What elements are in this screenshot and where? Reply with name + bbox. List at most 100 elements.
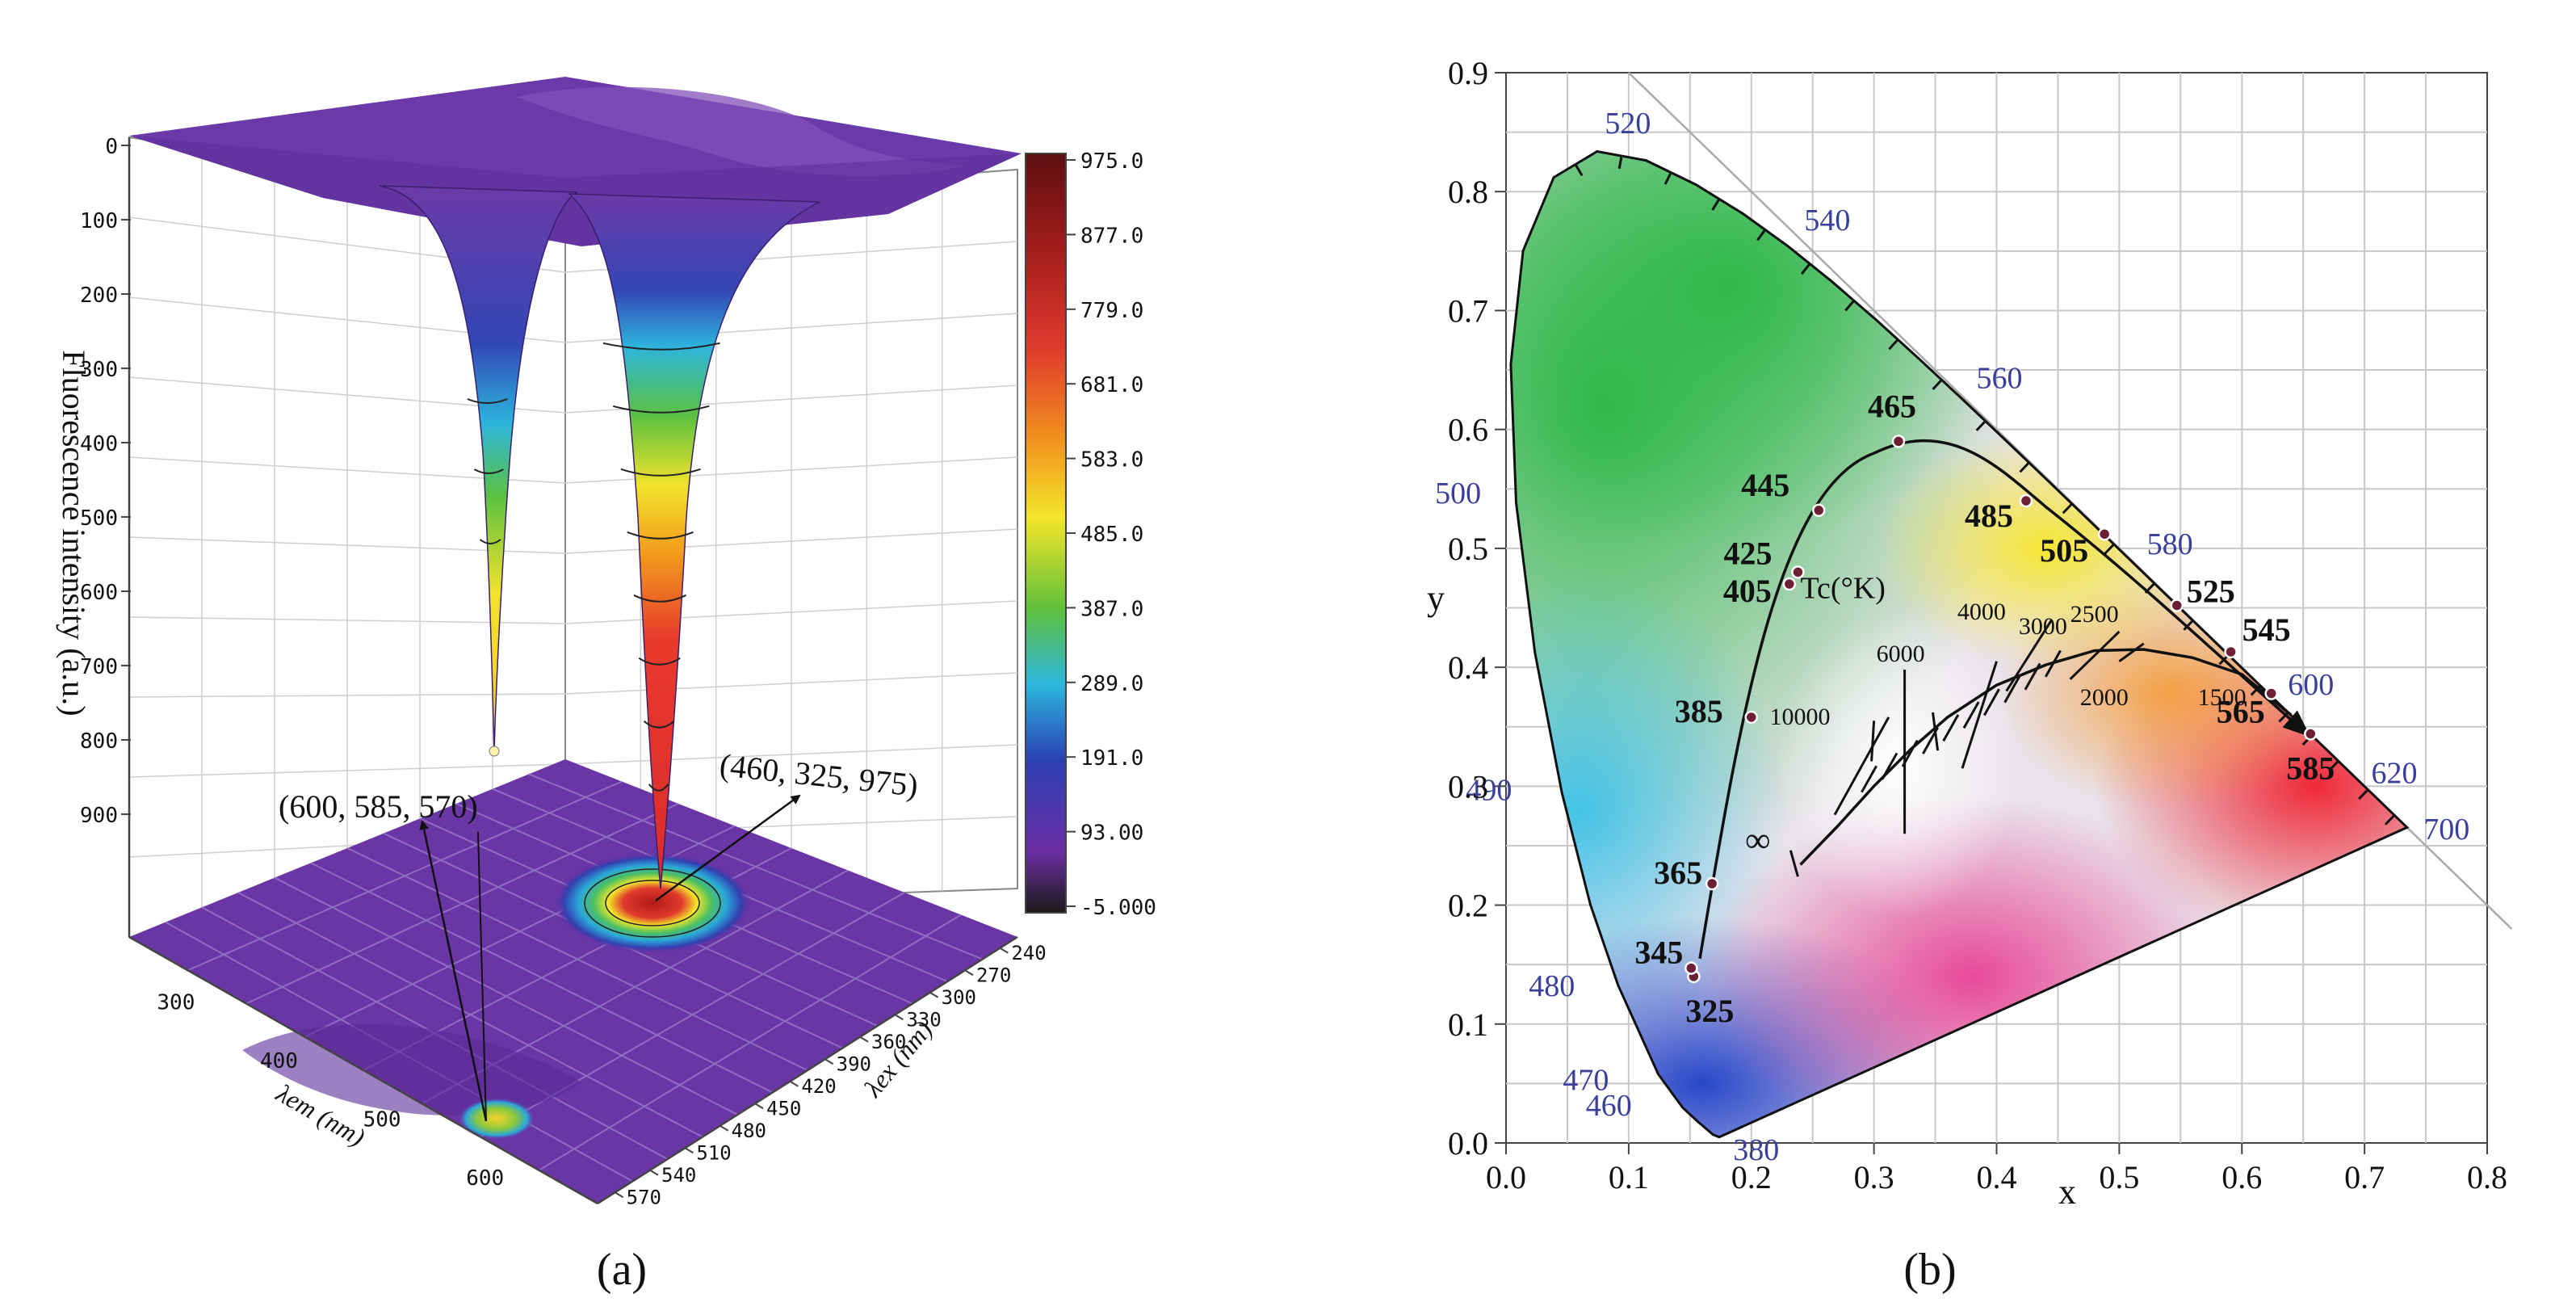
cie-x-tick-label: 0.1 xyxy=(1609,1159,1649,1195)
wavelength-label: 480 xyxy=(1529,969,1575,1003)
ex-tick-mark xyxy=(720,1124,729,1132)
cie-x-tick-label: 0.4 xyxy=(1977,1159,2017,1195)
peak-annotation-leader-1 xyxy=(477,831,487,1122)
sample-point-label: 325 xyxy=(1685,993,1734,1029)
locus-tick xyxy=(1574,163,1584,177)
cie-y-tick-label: 0.1 xyxy=(1448,1006,1488,1043)
sample-point-marker xyxy=(2304,727,2318,741)
locus-tick xyxy=(1932,379,1943,391)
floor-peak-blob-small xyxy=(458,1098,535,1140)
sample-point-label: 385 xyxy=(1675,693,1723,729)
well-contour-line xyxy=(638,657,681,666)
ex-tick-label: 270 xyxy=(976,964,1011,986)
sample-point-marker xyxy=(2019,494,2033,508)
cct-label: 10000 xyxy=(1770,704,1831,730)
floor-contour-ring-2 xyxy=(605,880,700,926)
sample-point-label: 365 xyxy=(1654,855,1702,891)
well-contour-line xyxy=(633,594,686,603)
well-contour-line xyxy=(643,721,675,729)
locus-tick xyxy=(1711,198,1721,211)
floor-grid-line xyxy=(274,876,738,1115)
colorbar-tick-label: 583.0 xyxy=(1080,448,1143,473)
sample-point-label: 425 xyxy=(1723,535,1772,571)
wavelength-label: 460 xyxy=(1586,1089,1632,1123)
ex-tick-mark xyxy=(754,1103,764,1110)
colorbar-tick-label: -5.000 xyxy=(1080,896,1156,920)
colorbar-tick-label: 93.00 xyxy=(1080,821,1143,846)
sample-point-marker xyxy=(2097,527,2112,541)
z-tick-label: 400 xyxy=(80,432,118,456)
surface-lower-shade xyxy=(129,136,1022,246)
colorbar-tick-label: 289.0 xyxy=(1080,672,1143,696)
cct-label: 2500 xyxy=(2070,601,2119,628)
ex-tick-mark xyxy=(964,969,974,977)
z-tick-label: 800 xyxy=(80,729,118,754)
isotherm-lines xyxy=(1789,619,2145,877)
cie-x-tick-label: 0.3 xyxy=(1854,1159,1894,1195)
surface-ridge-shade xyxy=(517,86,969,176)
sample-point-marker xyxy=(1782,577,1797,591)
z-tick-label: 900 xyxy=(80,804,118,828)
wavelength-label: 500 xyxy=(1435,477,1481,510)
ex-tick-mark xyxy=(929,991,939,998)
locus-tick xyxy=(2183,620,2194,631)
isotherm-line xyxy=(1833,716,1890,816)
isotherm-line xyxy=(1870,721,1876,762)
ex-tick-mark xyxy=(859,1036,869,1043)
locus-tick xyxy=(1801,263,1811,275)
cie-y-tick-label: 0.0 xyxy=(1448,1125,1488,1162)
sample-point-label: 465 xyxy=(1868,388,1916,424)
ex-tick-label: 480 xyxy=(732,1120,766,1142)
peak-annotation-arrow-1 xyxy=(419,820,488,1122)
cct-label: 2000 xyxy=(2080,684,2129,711)
cct-labels: ∞ 10000 6000 4000 3000 2500 2000 1500 xyxy=(1745,599,2246,859)
cie-x-tick-label: 0.7 xyxy=(2344,1159,2385,1195)
colorbar-tick-label: 779.0 xyxy=(1080,299,1143,323)
wavelength-label: 600 xyxy=(2288,668,2334,702)
wavelength-label: 620 xyxy=(2371,757,2417,791)
locus-tick xyxy=(2062,502,2073,515)
floor-grid xyxy=(165,773,984,1183)
wavelength-label: 540 xyxy=(1804,204,1850,237)
locus-tick xyxy=(2384,814,2396,826)
z-tick-label: 700 xyxy=(80,655,118,679)
isotherm-tick xyxy=(2024,662,2041,691)
sample-point-label: 565 xyxy=(2217,694,2265,730)
cie-x-tick-label: 0.2 xyxy=(1731,1159,1772,1195)
isotherm-line xyxy=(1789,850,1799,877)
well-contour-line xyxy=(473,468,504,474)
em-axis-ticks: 300 400 500 600 xyxy=(157,990,504,1191)
isotherm-tick xyxy=(1983,688,2000,716)
ex-axis-line xyxy=(597,935,1018,1205)
z-axis-ticks: 0 100 200 300 400 500 600 700 800 900 xyxy=(80,135,131,828)
isotherm-tick xyxy=(1942,714,1960,742)
colorbar-tick-label: 975.0 xyxy=(1080,149,1143,174)
ex-tick-label: 330 xyxy=(906,1008,941,1031)
sample-point-marker xyxy=(1705,876,1719,891)
em-tick-label: 400 xyxy=(260,1049,298,1073)
cie-y-tick-label: 0.4 xyxy=(1448,649,1488,686)
well-contour-line xyxy=(627,531,694,540)
peak-annotation-label-1: (600, 585, 570) xyxy=(279,788,478,825)
cct-label: 4000 xyxy=(1957,599,2006,625)
sample-point-label: 345 xyxy=(1634,935,1683,971)
sample-point-label: 525 xyxy=(2187,573,2235,610)
cie-y-tick-label: 0.3 xyxy=(1448,768,1488,805)
sample-point-label: 405 xyxy=(1723,573,1772,609)
z-tick-label: 100 xyxy=(80,209,118,233)
z-tick-label: 200 xyxy=(80,284,118,308)
ex-tick-label: 240 xyxy=(1011,942,1046,964)
z-tick-label: 0 xyxy=(105,135,118,159)
floor-peak-blob-large xyxy=(554,853,751,953)
planckian-locus xyxy=(1799,648,2293,866)
isotherm-tick xyxy=(2044,649,2062,678)
cie-y-tick-label: 0.6 xyxy=(1448,412,1488,448)
locus-tick xyxy=(2019,461,2030,473)
cct-label: 6000 xyxy=(1877,641,1925,667)
panel-label-a: (a) xyxy=(597,1245,647,1295)
ex-tick-label: 510 xyxy=(696,1141,731,1164)
sample-point-label: 585 xyxy=(2286,750,2335,787)
em-tick-label: 600 xyxy=(466,1166,504,1191)
wavelength-label: 520 xyxy=(1605,107,1651,141)
